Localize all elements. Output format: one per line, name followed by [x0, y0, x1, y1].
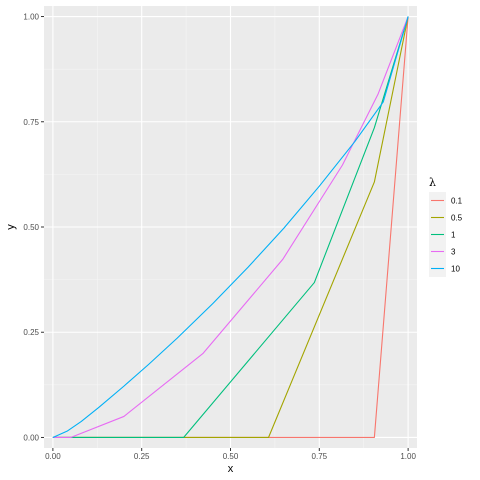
x-axis-title: x	[228, 463, 234, 475]
y-tick-label: 0.25	[23, 328, 39, 337]
y-axis: 0.00 0.25 0.50 0.75 1.00	[23, 13, 44, 442]
legend-label-0.1: 0.1	[451, 197, 463, 206]
y-axis-title: y	[5, 224, 17, 230]
legend-items: 0.1 0.5 1 3 10	[429, 192, 463, 277]
x-tick-label: 1.00	[400, 452, 416, 461]
x-tick-label: 0.25	[134, 452, 150, 461]
x-axis: 0.00 0.25 0.50 0.75 1.00	[45, 448, 416, 461]
legend-title: λ	[429, 176, 436, 189]
series-line-1	[52, 16, 409, 439]
y-tick-label: 0.00	[23, 433, 39, 442]
legend-label-0.5: 0.5	[451, 214, 463, 223]
x-tick-label: 0.75	[312, 452, 328, 461]
y-tick-label: 0.75	[23, 118, 39, 127]
y-tick-label: 1.00	[23, 13, 39, 22]
legend-label-10: 10	[451, 265, 460, 274]
x-tick-label: 0.00	[45, 452, 61, 461]
series-lines	[52, 16, 409, 439]
legend-label-3: 3	[451, 248, 456, 257]
x-tick-label: 0.50	[223, 452, 239, 461]
legend: λ 0.1 0.5 1 3 10	[429, 176, 463, 277]
legend-label-1: 1	[451, 231, 456, 240]
series-line-3	[52, 16, 409, 439]
series-line-10	[52, 16, 409, 438]
y-tick-label: 0.50	[23, 223, 39, 232]
